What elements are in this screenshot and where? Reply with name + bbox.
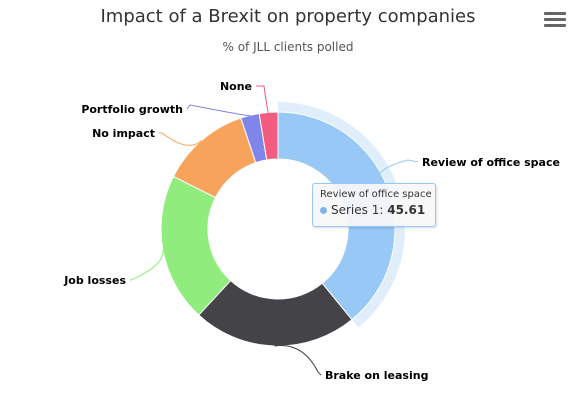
tooltip-series-label: Series 1: [331, 203, 380, 217]
slice-label: None: [220, 80, 252, 93]
hamburger-menu-icon[interactable]: [544, 12, 566, 32]
slice-label: Brake on leasing: [325, 369, 428, 382]
slice-label: Review of office space: [422, 156, 560, 169]
slice-label: Job losses: [63, 274, 126, 287]
tooltip-series-dot: [320, 207, 327, 214]
slice-none[interactable]: [258, 111, 279, 161]
connector-line: [159, 132, 202, 146]
connector-line: [186, 104, 251, 117]
slice-halo: [278, 102, 405, 328]
chart-subtitle: % of JLL clients polled: [222, 40, 354, 54]
slice-label: No impact: [92, 127, 155, 140]
connector-line: [274, 344, 322, 376]
connector-line: [130, 249, 164, 281]
tooltip-value: 45.61: [387, 203, 426, 217]
chart-title: Impact of a Brexit on property companies: [100, 6, 476, 27]
slice-review-of-office-space[interactable]: [277, 111, 396, 321]
tooltip-header: Review of office space: [320, 189, 432, 200]
menu-bar: [544, 24, 566, 27]
tooltip: Review of office space Series 1: 45.61: [312, 183, 436, 227]
slice-label: Portfolio growth: [81, 103, 183, 116]
connector-line: [256, 85, 270, 114]
menu-bar: [544, 18, 566, 21]
tooltip-row: Series 1: 45.61: [320, 203, 428, 217]
menu-bar: [544, 12, 566, 15]
